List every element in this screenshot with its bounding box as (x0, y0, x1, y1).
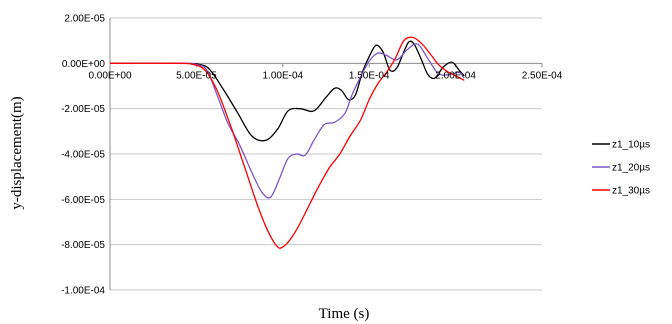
y-tick-label: -8.00E-05 (61, 240, 105, 251)
y-tick-label: -6.00E-05 (61, 195, 105, 206)
x-axis-label: Time (s) (319, 306, 370, 322)
x-tick-label: 1.50E-04 (349, 70, 390, 81)
series-line-3 (109, 36, 465, 249)
series-lines (109, 36, 465, 249)
legend-label: z1_30µs (612, 186, 650, 197)
y-tick-label: -2.00E-05 (61, 104, 105, 115)
legend: z1_10µs z1_20µs z1_30µs (592, 140, 650, 197)
x-tick-label: 2.50E-04 (522, 70, 563, 81)
x-tick-label: 2.00E-04 (435, 70, 476, 81)
x-tick-label: 1.00E-04 (263, 70, 304, 81)
x-tick-labels: 0.00E+00 5.00E-05 1.00E-04 1.50E-04 2.00E-04… (88, 70, 562, 81)
gridlines (110, 17, 542, 291)
series-line-2 (109, 43, 465, 199)
y-tick-label: 0.00E+00 (62, 59, 106, 70)
y-axis-label: y-displacement(m) (9, 96, 25, 209)
x-tick-label: 0.00E+00 (88, 70, 132, 81)
legend-label: z1_10µs (612, 140, 650, 151)
y-tick-label: -4.00E-05 (61, 150, 105, 161)
y-tick-labels: 2.00E-05 0.00E+00 -2.00E-05 -4.00E-05 -6.00E… (61, 14, 105, 297)
y-tick-label: 2.00E-05 (64, 14, 105, 25)
y-tick-label: -1.00E-04 (61, 286, 105, 297)
legend-label: z1_20µs (612, 163, 650, 174)
series-line-1 (109, 40, 465, 142)
x-tick-label: 5.00E-05 (176, 70, 217, 81)
